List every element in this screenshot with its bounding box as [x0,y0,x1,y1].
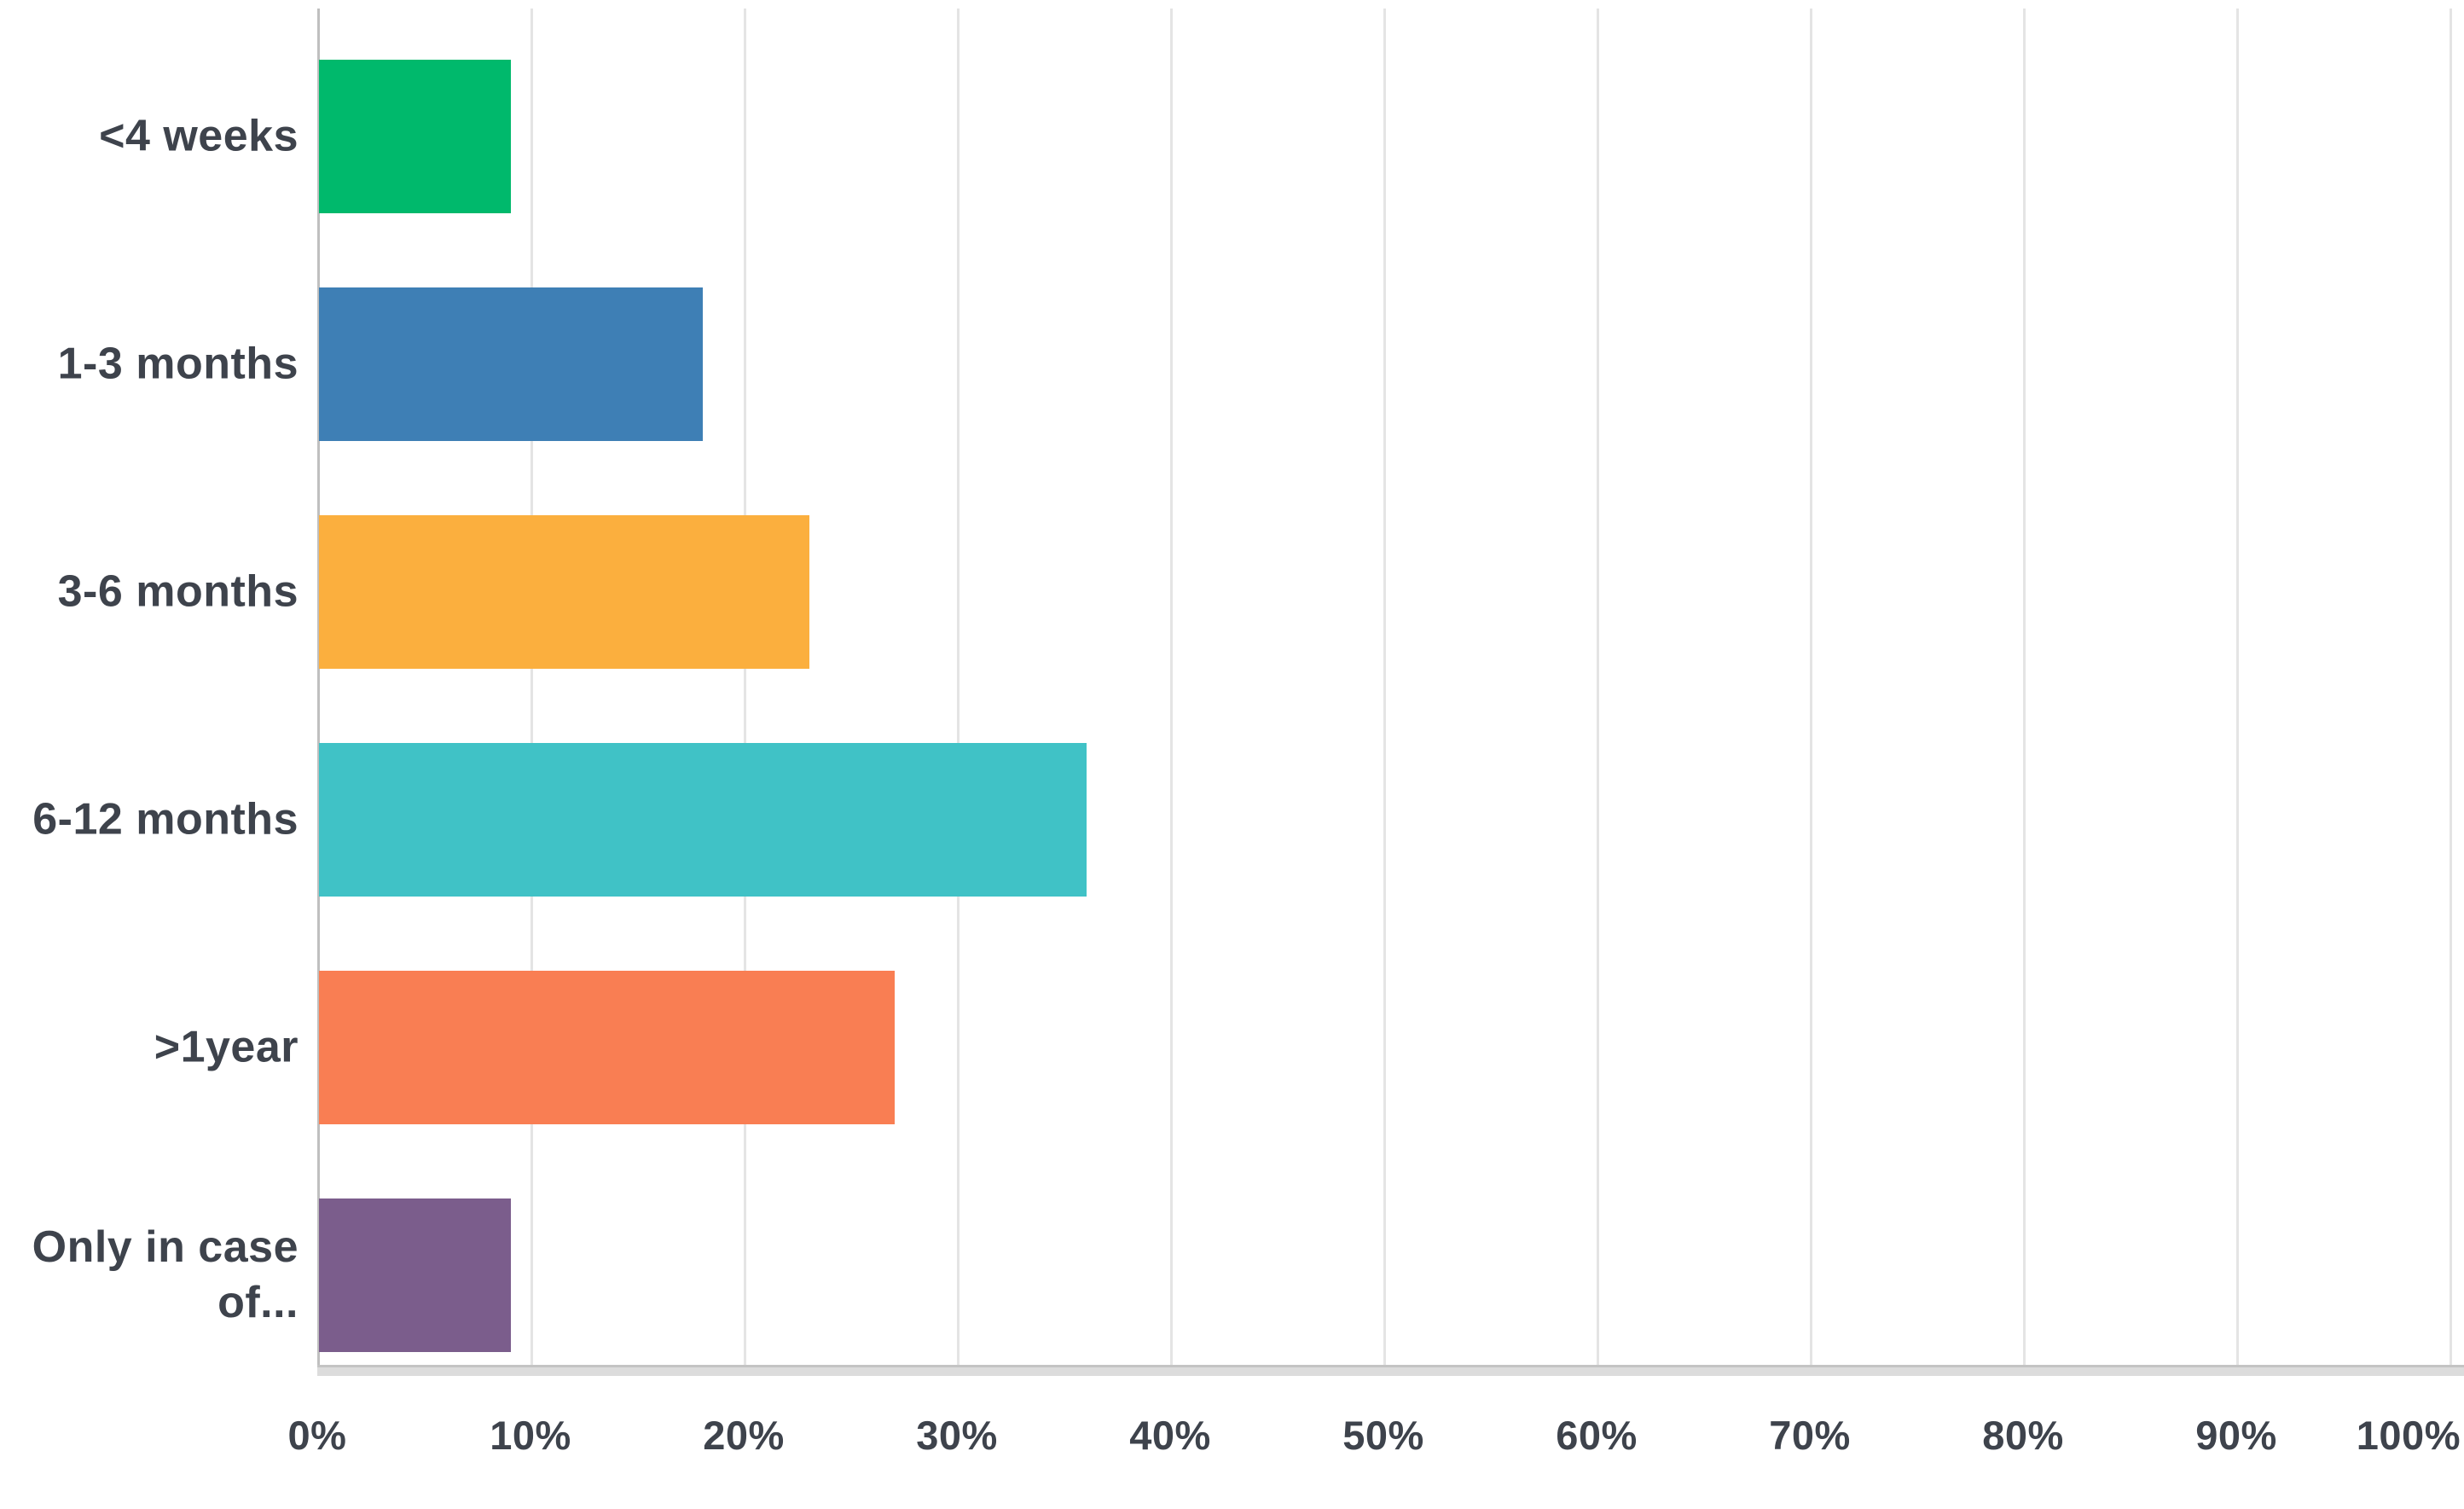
category-label-line: <4 weeks [99,111,299,161]
x-axis-line [317,1365,2464,1367]
gridline-70 [1810,9,1812,1365]
bar-only-in-case-of [319,1198,511,1352]
x-tick-0: 0% [287,1413,347,1458]
category-label-1year: >1year [0,1020,299,1076]
category-label-line: 1-3 months [57,339,299,389]
x-tick-30: 30% [916,1413,998,1458]
gridline-10 [530,9,533,1365]
x-tick-50: 50% [1342,1413,1424,1458]
gridline-100 [2450,9,2452,1365]
x-tick-40: 40% [1129,1413,1211,1458]
x-tick-100: 100% [2356,1413,2461,1458]
x-tick-20: 20% [703,1413,785,1458]
category-label-6-12-months: 6-12 months [0,792,299,848]
category-label-4-weeks: <4 weeks [0,109,299,165]
bar-1-3-months [319,287,703,441]
x-tick-90: 90% [2195,1413,2277,1458]
category-label-line: >1year [154,1022,299,1072]
gridline-40 [1170,9,1173,1365]
bar-1year [319,971,895,1124]
x-tick-10: 10% [490,1413,571,1458]
gridline-50 [1383,9,1386,1365]
gridline-30 [957,9,960,1365]
x-axis-shadow [317,1367,2464,1376]
x-tick-70: 70% [1769,1413,1851,1458]
category-label-3-6-months: 3-6 months [0,565,299,620]
x-tick-60: 60% [1556,1413,1638,1458]
bar-4-weeks [319,60,511,213]
category-label-line: 6-12 months [32,794,299,844]
gridline-60 [1597,9,1599,1365]
bar-6-12-months [319,743,1087,897]
gridline-80 [2023,9,2026,1365]
category-label-1-3-months: 1-3 months [0,337,299,392]
gridline-90 [2236,9,2239,1365]
x-tick-80: 80% [1982,1413,2064,1458]
y-axis-line [317,9,320,1365]
gridline-20 [744,9,746,1365]
category-label-line: 3-6 months [57,566,299,617]
bar-3-6-months [319,515,809,669]
category-label-only-in-case-of: Only in case of... [0,1220,299,1331]
category-label-line: of... [217,1278,299,1327]
category-label-line: Only in case [32,1222,299,1272]
